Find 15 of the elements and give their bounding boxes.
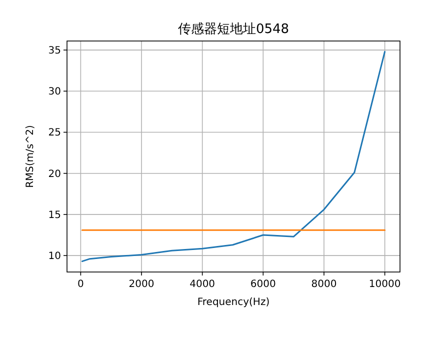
ylabel: RMS(m/s^2): [25, 125, 36, 188]
xtick: 0: [78, 279, 84, 290]
title: 传感器短地址0548: [178, 22, 290, 37]
ytick: 35: [48, 46, 61, 57]
ytick: 15: [48, 210, 61, 221]
xtick: 4000: [190, 279, 216, 290]
ytick: 20: [48, 168, 61, 180]
xtick: 2000: [128, 279, 154, 290]
xlabel: Frequency(Hz): [197, 297, 270, 308]
xtick: 6000: [250, 279, 276, 290]
ytick: 10: [48, 251, 61, 262]
xtick: 8000: [311, 279, 337, 290]
xtick: 10000: [368, 279, 401, 290]
ytick: 30: [48, 86, 61, 98]
ytick: 25: [48, 128, 61, 139]
